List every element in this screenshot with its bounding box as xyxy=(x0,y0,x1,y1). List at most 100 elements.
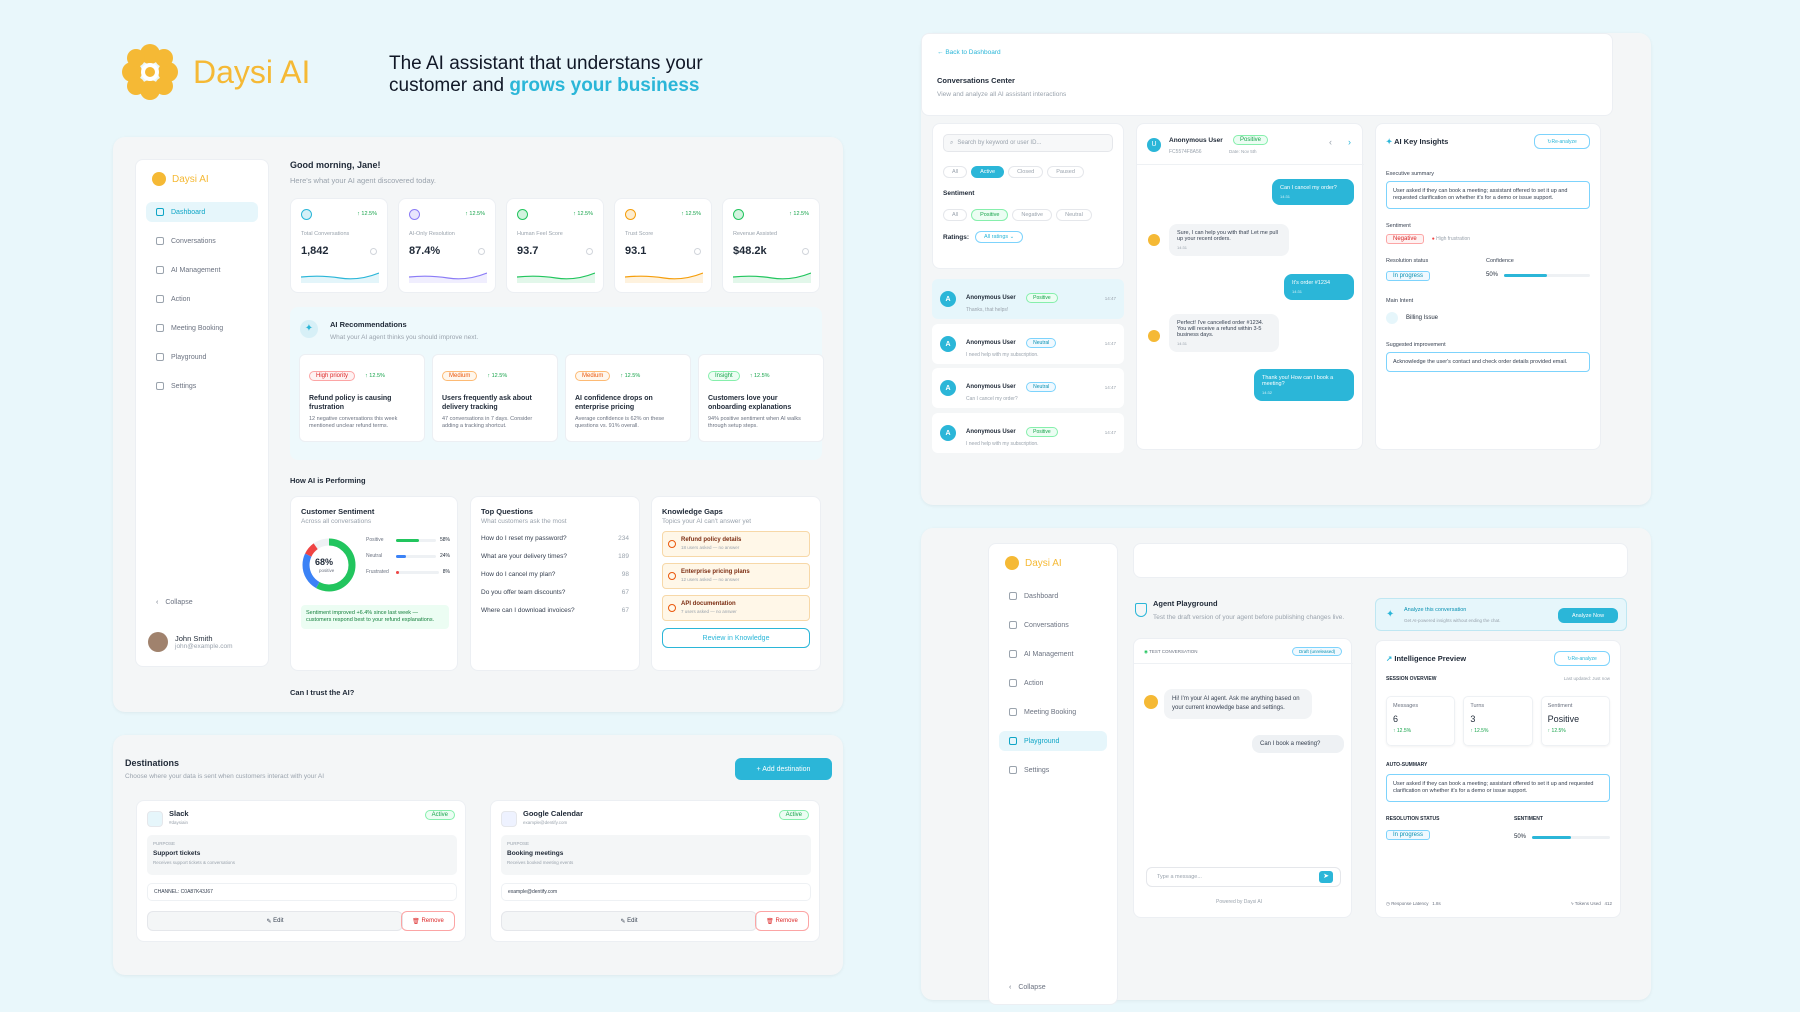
prev-conversation-button[interactable]: ‹ xyxy=(1329,137,1332,147)
sentiment-filter-chip[interactable]: Negative xyxy=(1012,209,1053,221)
pct-neutral: 24% xyxy=(439,553,450,559)
stat-label: Total Conversations xyxy=(301,231,350,237)
session-stat-card: Sentiment Positive ↑ 12.5% xyxy=(1540,696,1610,746)
question-row[interactable]: What are your delivery times? 189 xyxy=(481,553,629,560)
sidebar-item-dashboard[interactable]: Dashboard xyxy=(146,202,258,222)
frustration-tag: ● High frustration xyxy=(1431,236,1471,242)
conversation-row[interactable]: A Anonymous User Neutral I need help with … xyxy=(932,324,1124,364)
conversations-subtitle: View and analyze all AI assistant intera… xyxy=(937,91,1067,98)
analyze-title: Analyze this conversation xyxy=(1404,607,1467,613)
question-row[interactable]: How do I reset my password? 234 xyxy=(481,535,629,542)
ratings-dropdown[interactable]: All ratings ⌄ xyxy=(975,231,1024,243)
status-filter-chip[interactable]: Active xyxy=(971,166,1005,178)
status-filter-chip[interactable]: All xyxy=(943,166,968,178)
test-label: ◉ TEST CONVERSATION xyxy=(1144,649,1198,654)
send-button[interactable]: ➤ xyxy=(1319,871,1333,883)
test-conversation-card: ◉ TEST CONVERSATION Draft (unreleased) H… xyxy=(1133,638,1353,918)
status-badge: Active xyxy=(778,810,809,820)
sentiment-badge: Negative xyxy=(1386,234,1424,244)
recommendation-card[interactable]: Medium ↑ 12.5% Users frequently ask about … xyxy=(432,354,558,442)
pg-sidebar-item-settings[interactable]: Settings xyxy=(999,760,1107,780)
pencil-icon: ✎ xyxy=(266,918,274,925)
recommendation-card[interactable]: Medium ↑ 12.5% AI confidence drops on ente… xyxy=(565,354,691,442)
sidebar-item-conversations[interactable]: Conversations xyxy=(146,231,258,251)
chat-card: U Anonymous User Positive FC5574F8A56 Da… xyxy=(1136,123,1364,450)
pg-reanalyze-button[interactable]: ↻ Re-analyze xyxy=(1554,651,1610,666)
donut-center-label: positive xyxy=(319,568,335,573)
stat-card: ↑ 12.5% AI-Only Resolution 87.4% xyxy=(398,198,496,293)
knowledge-gap-item[interactable]: Enterprise pricing plans 12 users asked —… xyxy=(662,563,810,589)
conversation-row[interactable]: A Anonymous User Positive I need help with… xyxy=(932,413,1124,453)
resolution-badge: In progress xyxy=(1386,271,1431,281)
stat-label: Revenue Assisted xyxy=(733,231,778,237)
back-to-dashboard-link[interactable]: ← Back to Dashboard xyxy=(937,49,1001,56)
sentiment-subtitle: Across all conversations xyxy=(301,518,372,525)
user-profile[interactable]: John Smith john@example.com xyxy=(148,632,233,652)
rec-body: 47 conversations in 7 days. Consider add… xyxy=(442,416,533,429)
conv-time: 14:47 xyxy=(1104,341,1116,346)
rec-body: 12 negative conversations this week ment… xyxy=(309,416,398,429)
chat-msg-4: Perfect! I've cancelled order #1234. You… xyxy=(1169,314,1279,352)
question-row[interactable]: Where can I download invoices? 67 xyxy=(481,607,629,614)
top-questions-card: Top Questions What customers ask the mos… xyxy=(470,496,640,671)
sidebar-item-playground[interactable]: Playground xyxy=(146,347,258,367)
pg-collapse-button[interactable]: ‹ Collapse xyxy=(1009,983,1046,991)
sentiment-filter-chip[interactable]: All xyxy=(943,209,968,221)
remove-button[interactable]: 🗑 Remove xyxy=(401,911,455,931)
conv-preview: I need help with my subscription. xyxy=(966,352,1039,358)
edit-button[interactable]: ✎ Edit xyxy=(147,911,403,931)
analyze-now-button[interactable]: Analyze Now xyxy=(1558,608,1618,623)
stat-icon xyxy=(301,209,312,220)
gear-icon xyxy=(1009,766,1017,774)
knowledge-gap-item[interactable]: API documentation 7 users asked — no answ… xyxy=(662,595,810,621)
sentiment-filter-chip[interactable]: Neutral xyxy=(1056,209,1092,221)
sidebar-item-action[interactable]: Action xyxy=(146,289,258,309)
sidebar-item-ai-management[interactable]: AI Management xyxy=(146,260,258,280)
next-conversation-button[interactable]: › xyxy=(1348,137,1351,147)
message-input[interactable]: Type a message... xyxy=(1146,867,1341,887)
stat-label: Trust Score xyxy=(625,231,654,237)
exec-summary-label: Executive summary xyxy=(1386,171,1434,177)
conversation-row[interactable]: A Anonymous User Positive Thanks, that hel… xyxy=(932,279,1124,319)
review-knowledge-button[interactable]: Review in Knowledge xyxy=(662,628,810,648)
questions-title: Top Questions xyxy=(481,507,533,516)
info-icon xyxy=(694,248,701,255)
status-filter-chip[interactable]: Closed xyxy=(1008,166,1044,178)
stat-delta: ↑ 12.5% xyxy=(357,211,377,217)
chat-user-id: FC5574F8A56 xyxy=(1169,149,1202,155)
reanalyze-button[interactable]: ↻ Re-analyze xyxy=(1534,134,1590,149)
pg-sidebar-item-meeting-booking[interactable]: Meeting Booking xyxy=(999,702,1107,722)
info-icon xyxy=(370,248,377,255)
search-input[interactable]: ⌕ Search by keyword or user ID... xyxy=(943,134,1113,152)
playground-subtitle: Test the draft version of your agent bef… xyxy=(1153,614,1345,621)
destination-field[interactable]: example@dentify.com xyxy=(501,883,811,901)
recommendation-card[interactable]: Insight ↑ 12.5% Customers love your onboar… xyxy=(698,354,824,442)
improvement-text: Acknowledge the user's contact and check… xyxy=(1386,352,1590,372)
alert-icon xyxy=(668,572,676,580)
logo-icon xyxy=(152,172,166,186)
pg-sidebar-item-conversations[interactable]: Conversations xyxy=(999,615,1107,635)
knowledge-gap-item[interactable]: Refund policy details 18 users asked — no… xyxy=(662,531,810,557)
session-stat-card: Messages 6 ↑ 12.5% xyxy=(1386,696,1456,746)
pg-sidebar-item-dashboard[interactable]: Dashboard xyxy=(999,586,1107,606)
question-row[interactable]: How do I cancel my plan? 98 xyxy=(481,571,629,578)
pg-sidebar-item-ai-management[interactable]: AI Management xyxy=(999,644,1107,664)
pg-sidebar-item-action[interactable]: Action xyxy=(999,673,1107,693)
destination-field[interactable]: CHANNEL: C0A87K43J67 xyxy=(147,883,457,901)
stat-delta: ↑ 12.5% xyxy=(681,211,701,217)
question-row[interactable]: Do you offer team discounts? 67 xyxy=(481,589,629,596)
conversation-row[interactable]: A Anonymous User Neutral Can I cancel my o… xyxy=(932,368,1124,408)
conv-preview: Can I cancel my order? xyxy=(966,396,1018,402)
sidebar-item-meeting-booking[interactable]: Meeting Booking xyxy=(146,318,258,338)
remove-button[interactable]: 🗑 Remove xyxy=(755,911,809,931)
status-filter-chip[interactable]: Paused xyxy=(1047,166,1084,178)
analyze-subtitle: Get AI-powered insights without ending t… xyxy=(1404,618,1501,623)
recommendation-card[interactable]: High priority ↑ 12.5% Refund policy is cau… xyxy=(299,354,425,442)
add-destination-button[interactable]: + Add destination xyxy=(735,758,832,780)
sentiment-filter-chip[interactable]: Positive xyxy=(971,209,1009,221)
conv-time: 14:47 xyxy=(1104,430,1116,435)
sidebar-item-settings[interactable]: Settings xyxy=(146,376,258,396)
pg-sidebar-item-playground[interactable]: Playground xyxy=(999,731,1107,751)
collapse-button[interactable]: ‹ Collapse xyxy=(156,598,193,606)
edit-button[interactable]: ✎ Edit xyxy=(501,911,757,931)
